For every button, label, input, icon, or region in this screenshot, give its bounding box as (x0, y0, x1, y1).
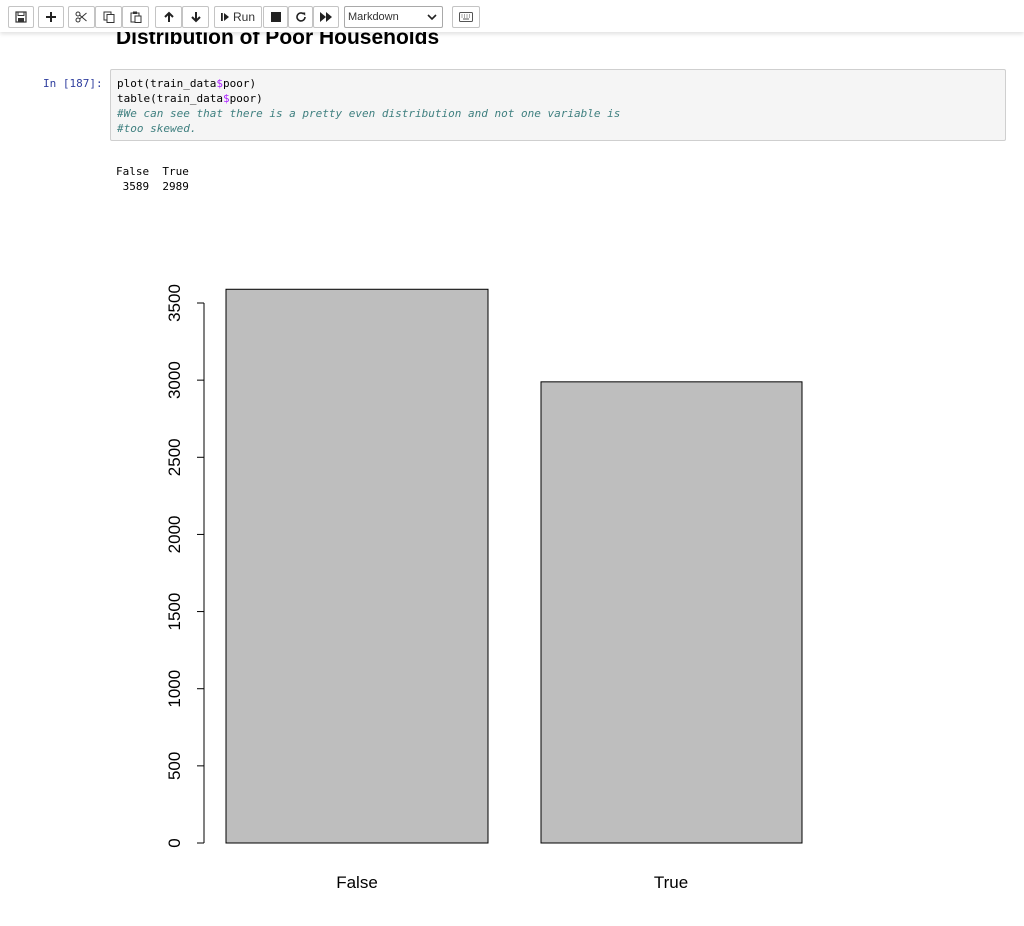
bar (540, 381, 803, 844)
run-label: Run (232, 10, 255, 24)
x-category-label: False (336, 873, 378, 892)
y-tick-label: 500 (165, 752, 184, 780)
chevron-down-icon (427, 14, 437, 21)
run-button[interactable]: Run (214, 6, 262, 28)
insert-cell-button[interactable] (38, 6, 64, 28)
y-tick-label: 1000 (165, 670, 184, 708)
interrupt-button[interactable] (263, 6, 288, 28)
notebook-toolbar: Run Markdown (0, 0, 1024, 32)
move-up-button[interactable] (155, 6, 182, 28)
cut-button[interactable] (68, 6, 95, 28)
code-cell-editor[interactable]: plot(train_data$poor) table(train_data$p… (110, 69, 1006, 141)
code-line: table(train_data$poor) (117, 92, 263, 105)
code-line: plot(train_data$poor) (117, 77, 257, 90)
arrow-down-icon (190, 12, 201, 23)
y-tick-label: 2500 (165, 438, 184, 476)
move-down-button[interactable] (182, 6, 209, 28)
restart-run-all-button[interactable] (313, 6, 339, 28)
table-output: False True 3589 2989 (116, 164, 189, 194)
cell-type-select[interactable]: Markdown (344, 6, 443, 28)
copy-button[interactable] (95, 6, 122, 28)
restart-button[interactable] (288, 6, 313, 28)
code-comment: #We can see that there is a pretty even … (117, 107, 621, 120)
y-tick-label: 3500 (165, 284, 184, 322)
scissors-icon (75, 11, 87, 23)
paste-button[interactable] (122, 6, 149, 28)
arrow-up-icon (163, 11, 174, 22)
save-button[interactable] (8, 6, 34, 28)
y-tick-label: 1500 (165, 593, 184, 631)
y-tick-label: 3000 (165, 361, 184, 399)
paste-icon (130, 11, 141, 23)
stop-icon (270, 12, 281, 22)
bar (225, 288, 489, 844)
y-tick-label: 0 (165, 838, 184, 847)
refresh-icon (295, 12, 306, 22)
table-output-header: False True (116, 165, 189, 178)
code-comment: #too skewed. (117, 122, 197, 135)
table-output-values: 3589 2989 (116, 180, 189, 193)
save-icon (15, 11, 27, 23)
x-category-label: True (654, 873, 688, 892)
plus-icon (46, 12, 56, 22)
copy-icon (103, 11, 114, 23)
input-prompt: In [187]: (43, 77, 103, 90)
step-forward-icon (220, 13, 229, 21)
command-palette-button[interactable] (452, 6, 480, 28)
keyboard-icon (459, 12, 473, 22)
cell-type-value: Markdown (348, 11, 399, 23)
y-tick-label: 2000 (165, 516, 184, 554)
fast-forward-icon (320, 12, 332, 22)
